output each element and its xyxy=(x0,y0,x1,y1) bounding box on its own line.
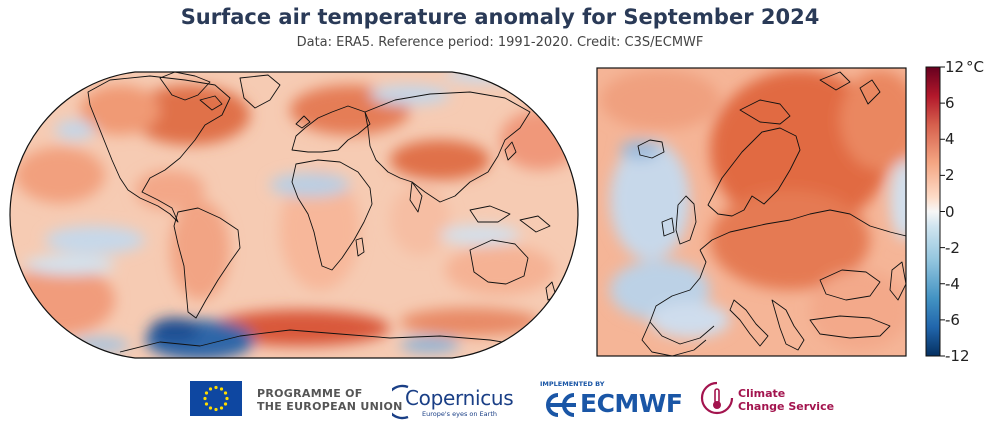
colorbar-tick-label: -12 xyxy=(945,347,970,365)
global-map-border xyxy=(9,71,579,359)
eu-line2: THE EUROPEAN UNION xyxy=(257,400,403,413)
colorbar-ticks xyxy=(940,66,945,357)
ecmwf-implemented-label: IMPLEMENTED BY xyxy=(540,380,605,388)
colorbar-tick-label: 4 xyxy=(945,130,955,149)
c3s-thermometer-icon xyxy=(700,381,734,415)
ecmwf-wordmark: ECMWF xyxy=(580,389,683,418)
colorbar-tick-label: -2 xyxy=(945,238,960,257)
global-coastlines xyxy=(87,72,557,353)
colorbar-tick-label: -6 xyxy=(945,310,960,329)
colorbar-gradient xyxy=(925,66,941,357)
copernicus-wordmark: Copernicus xyxy=(405,386,514,410)
europe-coastlines xyxy=(637,71,906,356)
colorbar-tick-label: 6 xyxy=(945,94,955,113)
europe-map xyxy=(596,67,907,357)
colorbar-tick-label: 2 xyxy=(945,166,955,185)
eu-programme-label: PROGRAMME OF THE EUROPEAN UNION xyxy=(257,387,403,413)
eu-flag-icon xyxy=(190,381,242,416)
europe-map-border xyxy=(596,67,907,357)
c3s-label: Climate Change Service xyxy=(738,387,834,413)
global-anomaly-field xyxy=(10,72,578,358)
chart-title: Surface air temperature anomaly for Sept… xyxy=(180,5,820,29)
global-map xyxy=(9,71,579,359)
colorbar-tick-label: 12 xyxy=(945,58,965,76)
copernicus-logo-icon xyxy=(392,384,409,420)
colorbar xyxy=(925,66,945,357)
ecmwf-logo-icon xyxy=(546,393,576,417)
chart-subtitle: Data: ERA5. Reference period: 1991-2020.… xyxy=(296,35,704,50)
colorbar-unit: °C xyxy=(966,58,984,76)
colorbar-tick-label: 0 xyxy=(945,202,955,221)
c3s-line1: Climate xyxy=(738,387,786,400)
eu-line1: PROGRAMME OF xyxy=(257,387,363,400)
footer-logos: PROGRAMME OF THE EUROPEAN UNION Copernic… xyxy=(0,375,1000,433)
copernicus-tagline: Europe's eyes on Earth xyxy=(422,410,497,418)
colorbar-tick-label: -4 xyxy=(945,274,960,293)
c3s-line2: Change Service xyxy=(738,400,835,413)
